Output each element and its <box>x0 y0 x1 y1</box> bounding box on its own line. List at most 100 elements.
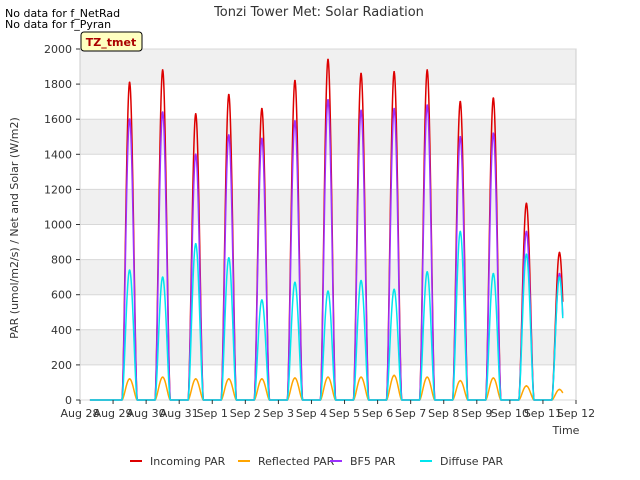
series-point <box>525 253 528 256</box>
series-point <box>327 58 329 61</box>
series-point <box>128 269 131 272</box>
series-point <box>360 109 362 112</box>
series-point <box>294 79 296 82</box>
series-point <box>360 279 362 282</box>
series-point <box>294 120 296 122</box>
x-tick-label: Sep 6 <box>362 407 393 420</box>
x-tick-label: Sep 8 <box>428 407 459 420</box>
y-tick-label: 1200 <box>44 183 72 196</box>
series-point <box>558 388 561 391</box>
series-point <box>128 81 131 84</box>
y-tick-label: 1600 <box>44 113 72 126</box>
background-band <box>80 119 576 155</box>
x-tick-label: Sep 11 <box>524 407 562 420</box>
x-tick-label: Sep 9 <box>461 407 492 420</box>
series-point <box>393 374 396 377</box>
background-band <box>80 189 576 225</box>
series-point <box>294 377 296 379</box>
no-data-note-2: No data for f_Pyran <box>5 18 112 31</box>
no-data-note-1: No data for f_NetRad <box>5 7 121 20</box>
series-point <box>260 107 263 110</box>
series-point <box>260 137 263 140</box>
x-tick-label: Sep 7 <box>395 407 426 420</box>
series-point <box>459 135 462 138</box>
series-point <box>393 107 396 110</box>
series-point <box>194 113 197 115</box>
x-axis-label: Time <box>552 424 580 437</box>
background-band <box>80 329 576 365</box>
background-band <box>80 259 576 295</box>
y-axis: 0 200 400 600 800 1000 1200 1400 1600 1800 2000 <box>44 43 80 407</box>
series-point <box>360 72 362 75</box>
series-point <box>426 104 429 107</box>
series-point <box>558 272 561 275</box>
y-axis-label: PAR (umol/m2/s) / Net and Solar (W/m2) <box>8 117 21 339</box>
series-point <box>525 230 528 233</box>
series-point <box>194 153 197 156</box>
series-point <box>260 299 263 301</box>
series-point <box>558 251 561 254</box>
y-tick-label: 400 <box>51 324 72 337</box>
series-point <box>161 276 164 279</box>
x-tick-label: Aug 31 <box>160 407 199 420</box>
series-point <box>227 378 230 380</box>
y-tick-label: 200 <box>51 359 72 372</box>
series-point <box>161 111 164 114</box>
x-tick-label: Sep 2 <box>230 407 261 420</box>
site-annotation-label: TZ_tmet <box>86 36 136 49</box>
series-point <box>227 256 230 259</box>
series-point <box>327 290 329 293</box>
y-tick-label: 2000 <box>44 43 72 56</box>
series-point <box>459 100 462 103</box>
gridlines <box>80 48 576 401</box>
legend-label: Diffuse PAR <box>440 455 504 468</box>
series-line <box>89 374 564 401</box>
series-point <box>294 281 296 284</box>
series-point <box>227 93 230 96</box>
series-point <box>161 376 164 379</box>
series-point <box>260 378 263 380</box>
y-tick-label: 1000 <box>44 219 72 232</box>
series-point <box>492 272 495 275</box>
series-point <box>161 69 164 71</box>
series-point <box>492 97 495 100</box>
background-band <box>80 49 576 85</box>
series-line <box>89 230 564 401</box>
series-point <box>128 378 131 380</box>
x-tick-label: Sep 5 <box>329 407 360 420</box>
series-point <box>227 134 230 136</box>
series-point <box>459 230 462 233</box>
series-point <box>492 377 495 379</box>
chart-title: Tonzi Tower Met: Solar Radiation <box>213 5 424 20</box>
series-point <box>459 379 462 382</box>
x-tick-label: Sep 4 <box>296 407 327 420</box>
legend-label: Incoming PAR <box>150 455 226 468</box>
series-lines <box>89 58 564 401</box>
series-point <box>393 288 396 291</box>
series-point <box>360 376 362 379</box>
series-point <box>128 118 131 121</box>
series-point <box>327 376 329 379</box>
y-tick-label: 1800 <box>44 78 72 91</box>
series-point <box>194 378 197 380</box>
series-point <box>194 242 197 245</box>
x-tick-label: Sep 1 <box>197 407 228 420</box>
series-point <box>327 98 329 101</box>
series-point <box>525 202 528 205</box>
legend-label: BF5 PAR <box>350 455 396 468</box>
series-point <box>525 385 528 387</box>
series-point <box>426 376 429 379</box>
y-tick-label: 0 <box>65 394 72 407</box>
y-tick-label: 600 <box>51 289 72 302</box>
series-point <box>492 132 495 135</box>
x-tick-label: Sep 10 <box>491 407 529 420</box>
x-tick-label: Sep 12 <box>557 407 595 420</box>
x-tick-label: Aug 28 <box>61 407 100 420</box>
y-tick-label: 1400 <box>44 148 72 161</box>
series-point <box>558 276 561 279</box>
series-point <box>426 270 429 273</box>
x-tick-label: Sep 3 <box>263 407 294 420</box>
x-tick-label: Aug 29 <box>94 407 133 420</box>
